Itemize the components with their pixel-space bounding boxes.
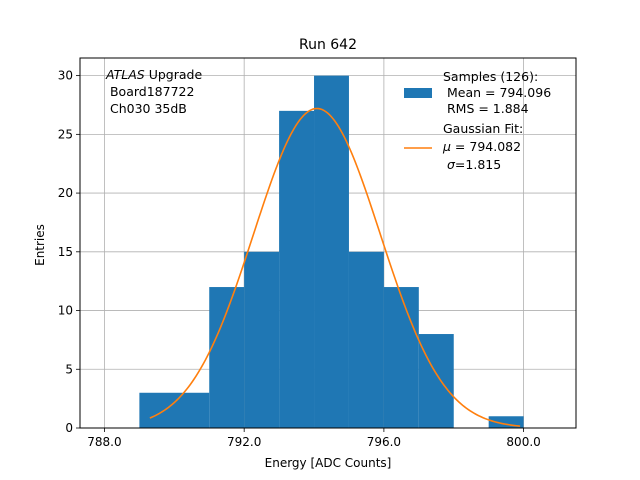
histogram-bar bbox=[279, 110, 315, 428]
y-tick-label: 0 bbox=[65, 421, 73, 435]
gaussian-fit bbox=[149, 107, 521, 427]
histogram-bar bbox=[418, 334, 454, 428]
x-tick-label: 796.0 bbox=[367, 435, 401, 449]
x-tick-label: 792.0 bbox=[227, 435, 261, 449]
histogram-bar bbox=[244, 251, 280, 428]
x-tick-label: 800.0 bbox=[506, 435, 540, 449]
x-tick-label: 788.0 bbox=[87, 435, 121, 449]
y-tick-label: 15 bbox=[58, 245, 73, 259]
legend-samples-line-1: Samples (126): bbox=[443, 69, 538, 84]
axes-frame bbox=[79, 57, 577, 429]
histogram-bar bbox=[139, 392, 210, 428]
board-label: Board187722 bbox=[106, 84, 194, 99]
histogram-bar bbox=[209, 287, 245, 428]
legend-fit-sigma: σ=1.815 bbox=[443, 157, 501, 172]
chart-title: Run 642 bbox=[299, 37, 357, 53]
axis-ticks: 788.0 792.0 796.0 800.0 0 5 10 15 20 25 30 bbox=[58, 69, 541, 449]
gaussian-fit-curve bbox=[149, 107, 521, 427]
atlas-label: ATLAS bbox=[105, 67, 145, 82]
y-tick-label: 20 bbox=[58, 186, 73, 200]
y-tick-label: 30 bbox=[58, 69, 73, 83]
y-tick-label: 5 bbox=[65, 362, 73, 376]
legend-samples-swatch bbox=[404, 88, 432, 98]
legend-fit-line-1: Gaussian Fit: bbox=[443, 121, 523, 136]
atlas-annotation: ATLAS Upgrade Board187722 Ch030 35dB bbox=[105, 67, 202, 116]
y-tick-label: 25 bbox=[58, 127, 73, 141]
histogram-bar bbox=[314, 75, 349, 428]
histogram-bar bbox=[488, 416, 524, 428]
legend-fit-mu: μ = 794.082 bbox=[442, 139, 521, 154]
legend: Samples (126): Mean = 794.096 RMS = 1.88… bbox=[404, 69, 551, 172]
channel-label: Ch030 35dB bbox=[106, 101, 187, 116]
histogram-bar bbox=[383, 287, 419, 428]
histogram-bar bbox=[348, 251, 384, 428]
x-axis-label: Energy [ADC Counts] bbox=[265, 456, 392, 470]
annotation-line-1: ATLAS Upgrade bbox=[105, 67, 202, 82]
legend-samples-line-3: RMS = 1.884 bbox=[443, 101, 529, 116]
y-tick-label: 10 bbox=[58, 304, 73, 318]
histogram-bars bbox=[139, 75, 524, 428]
legend-samples-line-2: Mean = 794.096 bbox=[443, 85, 551, 100]
upgrade-label: Upgrade bbox=[145, 67, 203, 82]
y-axis-label: Entries bbox=[33, 224, 47, 266]
